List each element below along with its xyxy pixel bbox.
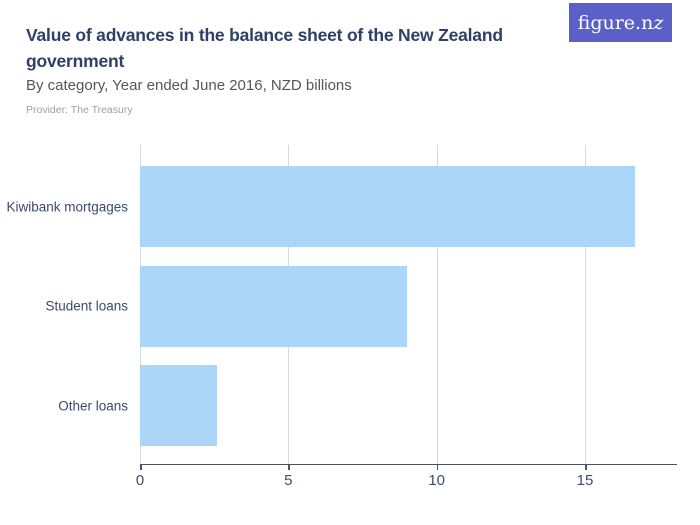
x-axis-line [140,463,677,465]
x-tick-mark-15 [585,464,587,470]
figurenz-logo-text-suffix: z [653,11,664,34]
x-tick-label-10: 10 [428,472,446,489]
bar-kiwibank-mortgages [140,166,636,247]
figurenz-logo-text: figure.n [577,11,654,34]
x-tick-label-0: 0 [135,472,145,489]
x-tick-mark-5 [288,464,290,470]
x-tick-label-15: 15 [576,472,594,489]
category-label-kiwibank-mortgages: Kiwibank mortgages [6,199,128,214]
category-label-other-loans: Other loans [58,398,128,413]
x-tick-mark-10 [436,464,439,470]
category-label-student-loans: Student loans [45,298,128,314]
provider-note: Provider: The Treasury [26,104,133,116]
x-tick-mark-0 [140,464,142,470]
gridline-x-10 [436,145,438,464]
bar-chart-plot: 0 5 10 15 [136,145,677,489]
gridline-x-15 [585,145,587,464]
page-title: Value of advances in the balance sheet o… [26,25,503,71]
bar-other-loans [140,365,218,446]
x-tick-label-5: 5 [284,472,293,489]
chart-subtitle: By category, Year ended June 2016, NZD b… [26,77,352,94]
figurenz-logo[interactable]: figure.n z [569,3,672,42]
bar-student-loans [140,265,408,347]
